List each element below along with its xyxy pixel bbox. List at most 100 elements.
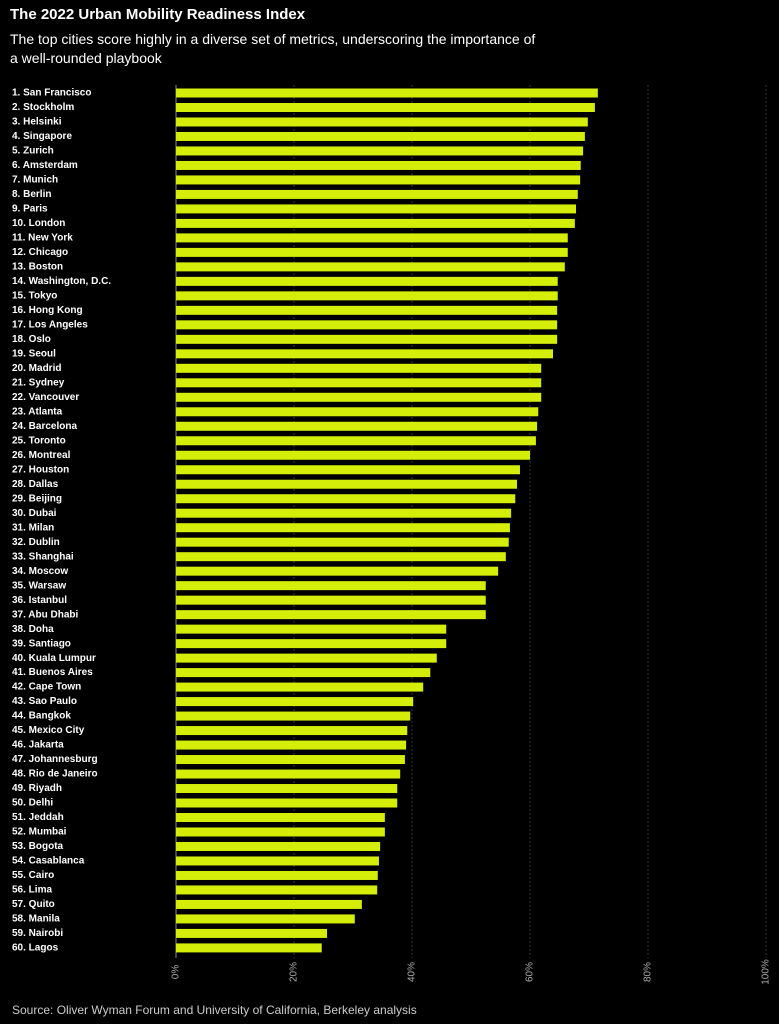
bar bbox=[176, 581, 486, 591]
y-tick-label: 12. Chicago bbox=[12, 247, 68, 258]
y-tick-label: 10. London bbox=[12, 218, 65, 229]
bar bbox=[176, 870, 378, 880]
y-tick-label: 22. Vancouver bbox=[12, 392, 79, 403]
bar bbox=[176, 305, 558, 315]
y-tick-label: 55. Cairo bbox=[12, 870, 54, 881]
bar bbox=[176, 595, 486, 605]
bar bbox=[176, 885, 378, 895]
y-tick-label: 21. Sydney bbox=[12, 377, 65, 388]
bar bbox=[176, 276, 558, 286]
y-tick-label: 57. Quito bbox=[12, 899, 55, 910]
bar bbox=[176, 682, 424, 692]
bar bbox=[176, 407, 539, 417]
y-tick-label: 31. Milan bbox=[12, 522, 54, 533]
bar bbox=[176, 943, 322, 953]
y-tick-label: 27. Houston bbox=[12, 464, 69, 475]
y-tick-label: 26. Montreal bbox=[12, 450, 71, 461]
bar bbox=[176, 175, 581, 185]
bar bbox=[176, 624, 447, 634]
bar bbox=[176, 537, 509, 547]
x-tick-label: 20% bbox=[289, 962, 300, 982]
bar bbox=[176, 697, 414, 707]
bar bbox=[176, 813, 385, 822]
bar bbox=[176, 131, 585, 141]
y-tick-label: 56. Lima bbox=[12, 885, 52, 896]
bar bbox=[176, 552, 506, 562]
bar bbox=[176, 523, 510, 533]
bar bbox=[176, 247, 568, 257]
bar bbox=[176, 610, 486, 620]
bar bbox=[176, 465, 520, 475]
bar bbox=[176, 233, 568, 243]
bar bbox=[176, 726, 408, 736]
bar bbox=[176, 639, 447, 649]
y-tick-label: 35. Warsaw bbox=[12, 580, 66, 591]
x-tick-label: 60% bbox=[525, 962, 536, 982]
bar bbox=[176, 827, 385, 837]
y-tick-label: 7. Munich bbox=[12, 175, 58, 186]
y-tick-label: 4. Singapore bbox=[12, 131, 72, 142]
bar bbox=[176, 653, 437, 663]
y-tick-label: 33. Shanghai bbox=[12, 551, 74, 562]
y-tick-label: 25. Toronto bbox=[12, 435, 66, 446]
y-tick-label: 34. Moscow bbox=[12, 566, 68, 577]
y-tick-label: 50. Delhi bbox=[12, 798, 53, 809]
y-tick-label: 28. Dallas bbox=[12, 479, 59, 490]
x-tick-label: 0% bbox=[171, 965, 182, 980]
bar bbox=[176, 218, 575, 228]
y-tick-label: 8. Berlin bbox=[12, 189, 51, 200]
y-tick-label: 3. Helsinki bbox=[12, 117, 62, 128]
source: Source: Oliver Wyman Forum and Universit… bbox=[12, 1003, 417, 1017]
y-tick-label: 60. Lagos bbox=[12, 943, 59, 954]
y-tick-label: 39. Santiago bbox=[12, 638, 71, 649]
y-tick-label: 2. Stockholm bbox=[12, 102, 74, 113]
y-tick-label: 9. Paris bbox=[12, 204, 48, 215]
chart-subtitle: The top cities score highly in a diverse… bbox=[10, 31, 535, 66]
y-tick-label: 29. Beijing bbox=[12, 493, 62, 504]
y-tick-label: 36. Istanbul bbox=[12, 595, 67, 606]
y-tick-label: 24. Barcelona bbox=[12, 421, 77, 432]
y-tick-label: 6. Amsterdam bbox=[12, 160, 78, 171]
y-tick-label: 41. Buenos Aires bbox=[12, 667, 93, 678]
bar bbox=[176, 88, 598, 98]
y-tick-label: 42. Cape Town bbox=[12, 682, 81, 693]
bar bbox=[176, 769, 401, 779]
y-tick-label: 58. Manila bbox=[12, 914, 60, 925]
bar bbox=[176, 566, 499, 576]
y-tick-label: 40. Kuala Lumpur bbox=[12, 653, 96, 664]
bar bbox=[176, 740, 407, 750]
y-tick-label: 32. Dublin bbox=[12, 537, 60, 548]
bar bbox=[176, 421, 538, 431]
bar bbox=[176, 899, 362, 909]
bar bbox=[176, 291, 558, 301]
y-tick-label: 15. Tokyo bbox=[12, 291, 57, 302]
y-tick-label: 13. Boston bbox=[12, 262, 63, 273]
bar bbox=[176, 856, 379, 866]
bar bbox=[176, 711, 411, 721]
bar bbox=[176, 494, 516, 504]
y-tick-label: 30. Dubai bbox=[12, 508, 57, 519]
y-tick-label: 48. Rio de Janeiro bbox=[12, 769, 98, 780]
bar bbox=[176, 363, 542, 373]
y-tick-label: 11. New York bbox=[12, 233, 73, 244]
y-tick-label: 43. Sao Paulo bbox=[12, 696, 77, 707]
y-tick-label: 19. Seoul bbox=[12, 348, 56, 359]
y-tick-label: 59. Nairobi bbox=[12, 928, 63, 939]
y-tick-label: 18. Oslo bbox=[12, 334, 51, 345]
y-tick-label: 5. Zurich bbox=[12, 146, 54, 157]
y-tick-label: 38. Doha bbox=[12, 624, 54, 635]
bar bbox=[176, 146, 584, 156]
bar bbox=[176, 508, 512, 518]
bar bbox=[176, 755, 405, 765]
y-tick-label: 16. Hong Kong bbox=[12, 305, 83, 316]
bar bbox=[176, 117, 588, 127]
bar bbox=[176, 320, 558, 330]
bar bbox=[176, 392, 542, 402]
bar bbox=[176, 798, 398, 808]
bar bbox=[176, 204, 577, 214]
y-tick-label: 53. Bogota bbox=[12, 841, 64, 852]
bar bbox=[176, 378, 542, 388]
y-tick-label: 1. San Francisco bbox=[12, 88, 91, 99]
bar bbox=[176, 928, 328, 938]
